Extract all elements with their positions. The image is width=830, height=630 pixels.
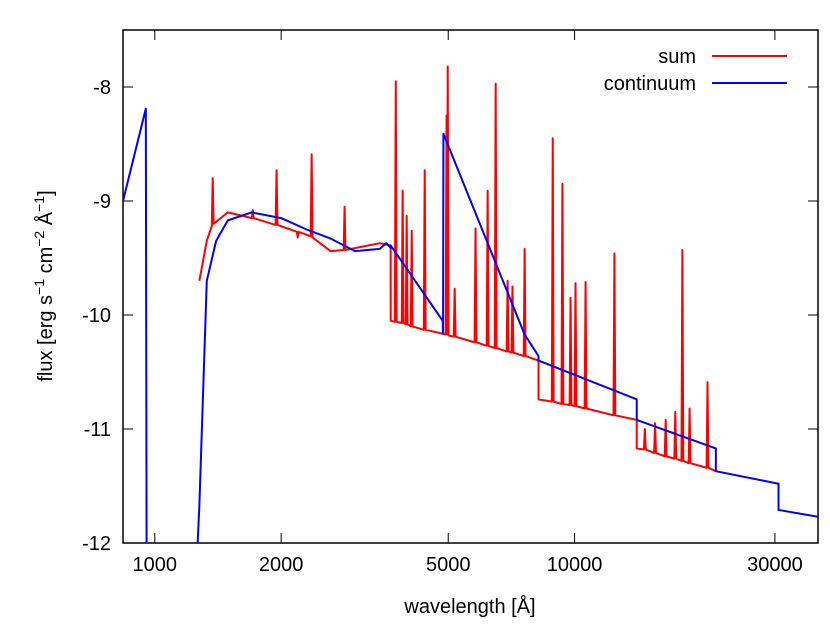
y-tick-label: -8 xyxy=(93,77,111,99)
plot-frame xyxy=(122,29,819,544)
x-tick-label: 2000 xyxy=(259,554,304,576)
y-tick-label: -10 xyxy=(82,305,111,327)
line-series xyxy=(123,107,818,543)
x-tick-label: 10000 xyxy=(547,554,603,576)
y-label-part: −1 xyxy=(31,196,47,212)
y-tick-label: -11 xyxy=(84,419,111,441)
y-axis-label: flux [erg s−1 cm−2 Å−1] xyxy=(31,190,57,381)
y-label-part: −1 xyxy=(31,279,47,295)
line-series xyxy=(198,65,717,473)
x-tick-label: 30000 xyxy=(747,554,803,576)
x-tick-label: 1000 xyxy=(133,554,178,576)
x-tick-label: 5000 xyxy=(426,554,471,576)
legend-label: sum xyxy=(658,46,696,68)
x-axis-label: wavelength [Å] xyxy=(403,595,535,618)
y-tick-label: -12 xyxy=(82,533,111,555)
y-tick-label: -9 xyxy=(93,191,111,213)
y-label-part: −2 xyxy=(31,231,47,247)
plot-area xyxy=(123,65,818,543)
y-label-part: Å xyxy=(34,211,57,231)
legend-label: continuum xyxy=(604,73,696,95)
y-label-part: cm xyxy=(35,247,57,279)
y-label-part: ] xyxy=(35,190,57,196)
y-label-part: flux [erg s xyxy=(35,295,57,382)
